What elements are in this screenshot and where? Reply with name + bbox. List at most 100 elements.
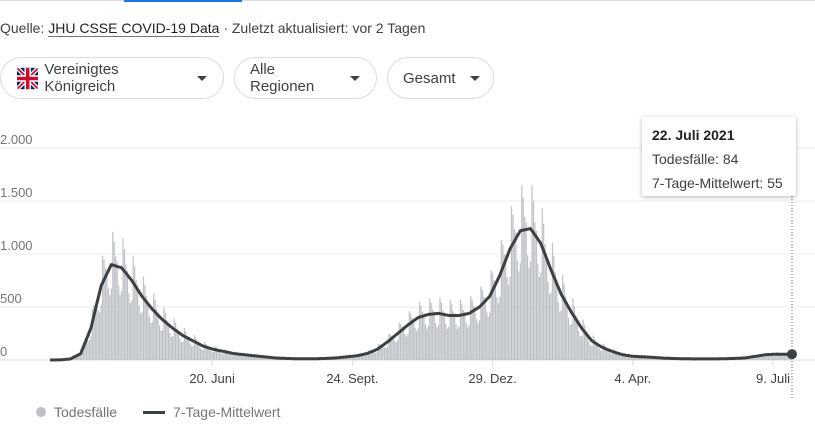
deaths-bar — [170, 336, 172, 360]
deaths-bar — [259, 356, 261, 360]
deaths-bar — [150, 323, 152, 360]
deaths-bar — [399, 323, 402, 360]
deaths-bar — [407, 333, 409, 360]
deaths-bar — [480, 286, 482, 360]
deaths-bar — [139, 313, 142, 360]
deaths-bar — [126, 270, 129, 360]
deaths-bar — [512, 214, 514, 360]
deaths-bar — [611, 353, 613, 360]
deaths-bar — [544, 244, 546, 360]
deaths-bar — [153, 293, 155, 360]
deaths-bar — [486, 311, 488, 360]
deaths-bar — [249, 355, 251, 360]
source-line: Quelle: JHU CSSE COVID-19 Data · Zuletzt… — [0, 20, 425, 37]
deaths-bar — [383, 347, 386, 360]
deaths-bar — [769, 353, 771, 360]
deaths-bar — [138, 305, 140, 360]
caret-down-icon — [197, 75, 207, 81]
country-dropdown[interactable]: Vereinigtes Königreich — [0, 57, 224, 99]
deaths-bar — [616, 352, 618, 360]
deaths-bar — [751, 357, 754, 360]
deaths-bar — [402, 327, 405, 360]
deaths-bar — [110, 288, 112, 360]
deaths-bar — [194, 335, 196, 360]
deaths-bar — [161, 329, 164, 360]
deaths-bar — [204, 342, 206, 360]
deaths-bar — [378, 344, 380, 360]
deaths-bar — [167, 322, 169, 360]
deaths-bar — [760, 355, 762, 360]
x-tick-label: 24. Sept. — [326, 371, 378, 386]
deaths-bar — [229, 352, 231, 360]
deaths-bar — [560, 310, 562, 360]
deaths-bar — [397, 340, 399, 360]
deaths-bar — [410, 313, 412, 360]
deaths-bar — [581, 336, 583, 360]
deaths-bar — [230, 354, 232, 360]
deaths-bar — [196, 341, 199, 360]
y-tick-label: 2.000 — [0, 132, 33, 147]
deaths-bar — [207, 346, 209, 360]
deaths-bar — [540, 272, 542, 360]
deaths-bar — [766, 352, 768, 360]
deaths-bar — [135, 280, 137, 360]
deaths-bar — [183, 328, 185, 360]
deaths-bar — [550, 292, 552, 360]
region-dropdown[interactable]: Alle Regionen — [234, 57, 377, 99]
deaths-bar — [191, 346, 193, 360]
deaths-bar — [175, 322, 177, 360]
deaths-bar — [372, 350, 374, 360]
tooltip-date: 22. Juli 2021 — [652, 127, 735, 143]
deaths-bar — [563, 284, 565, 360]
deaths-bar — [88, 340, 91, 360]
deaths-bar — [475, 319, 478, 360]
deaths-bar — [364, 355, 367, 360]
deaths-bar — [785, 355, 787, 360]
deaths-bar — [532, 201, 535, 360]
deaths-bar — [104, 268, 107, 360]
deaths-bar — [617, 353, 619, 360]
deaths-bar — [500, 240, 502, 360]
deaths-bar — [586, 334, 589, 360]
deaths-bar — [234, 351, 237, 360]
deaths-bar — [169, 332, 171, 360]
period-dropdown[interactable]: Gesamt — [387, 57, 494, 99]
deaths-bar — [202, 349, 204, 360]
deaths-bar — [757, 354, 760, 360]
deaths-bar — [424, 324, 426, 360]
deaths-bar — [369, 350, 371, 360]
deaths-bar — [145, 296, 148, 360]
deaths-bar — [534, 222, 536, 360]
deaths-bar — [245, 353, 247, 360]
deaths-bar — [442, 309, 444, 360]
deaths-bar — [342, 357, 345, 360]
deaths-bar — [421, 311, 424, 360]
deaths-bar — [448, 326, 450, 360]
deaths-bar — [361, 354, 364, 360]
deaths-bar — [773, 355, 776, 360]
deaths-bar — [398, 322, 400, 360]
deaths-bar — [583, 324, 586, 360]
deaths-bar — [763, 356, 765, 360]
deaths-bar — [156, 309, 158, 360]
deaths-bar — [607, 349, 609, 360]
deaths-chart[interactable]: 0 500 1.000 1.500 2.000 20. Juni 24. Sept. 29. … — [0, 0, 815, 400]
deaths-bar — [595, 342, 597, 360]
deaths-bar — [246, 353, 248, 360]
deaths-bar — [600, 350, 602, 360]
deaths-bar — [82, 342, 85, 360]
deaths-bar — [601, 350, 603, 360]
deaths-bar — [443, 312, 445, 360]
deaths-bar — [147, 300, 149, 360]
legend-bars-swatch — [36, 407, 46, 417]
deaths-bar — [518, 271, 520, 360]
deaths-bar — [385, 348, 387, 360]
source-link[interactable]: JHU CSSE COVID-19 Data — [48, 20, 220, 37]
deaths-bar — [632, 357, 634, 360]
deaths-bar — [572, 298, 574, 360]
deaths-bar — [471, 299, 473, 360]
deaths-bar — [172, 336, 174, 360]
deaths-bar — [474, 307, 476, 360]
deaths-bar — [592, 335, 594, 360]
deaths-bar — [157, 312, 159, 360]
